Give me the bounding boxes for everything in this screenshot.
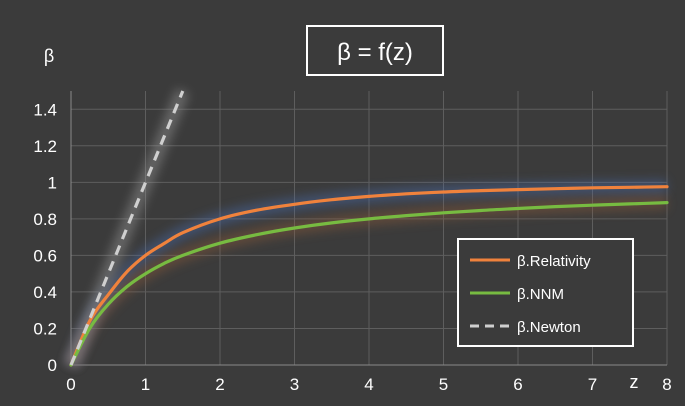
y-tick-label: 0.2: [33, 319, 57, 338]
y-tick-label: 0.8: [33, 210, 57, 229]
y-tick-label: 0: [48, 356, 57, 375]
y-tick-label: 1.2: [33, 137, 57, 156]
x-tick-label: 2: [215, 375, 224, 394]
legend-label-nnm: β.NNM: [517, 286, 564, 303]
legend-label-newton: β.Newton: [517, 319, 581, 336]
x-tick-label: 8: [662, 375, 671, 394]
x-tick-label: 6: [513, 375, 522, 394]
chart-title: β = f(z): [337, 39, 413, 66]
chart-title-box: β = f(z): [306, 25, 444, 76]
y-tick-label: 0.4: [33, 283, 57, 302]
series-line-nnm: [69, 201, 669, 367]
series-lines: [69, 90, 669, 367]
y-tick-label: 1: [48, 173, 57, 192]
x-tick-label: 1: [141, 375, 150, 394]
x-tick-label: 7: [588, 375, 597, 394]
x-axis-label: z: [630, 372, 639, 392]
y-tick-label: 0.6: [33, 246, 57, 265]
y-axis-label: β: [44, 46, 54, 66]
legend: β.Relativity β.NNM β.Newton: [457, 238, 634, 347]
series-line-newton: [69, 90, 185, 366]
x-tick-label: 5: [439, 375, 448, 394]
y-tick-label: 1.4: [33, 100, 57, 119]
legend-label-relativity: β.Relativity: [517, 253, 591, 270]
x-tick-label: 0: [66, 375, 75, 394]
x-tick-label: 4: [364, 375, 373, 394]
series-line-relativity: [69, 185, 669, 367]
x-tick-label: 3: [290, 375, 299, 394]
tick-labels: 0 1 2 3 4 5 6 7 8 0 0.2 0.4 0.6 0.8 1 1.2 1.4: [33, 100, 671, 394]
